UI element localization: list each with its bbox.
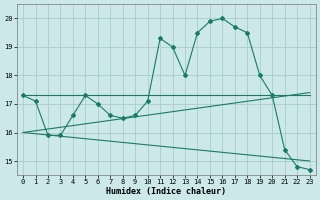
X-axis label: Humidex (Indice chaleur): Humidex (Indice chaleur) xyxy=(106,187,226,196)
